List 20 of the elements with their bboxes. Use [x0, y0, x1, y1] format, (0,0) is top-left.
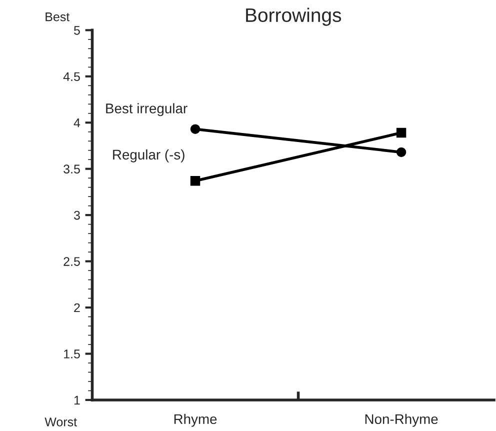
series-label: Regular (-s): [113, 149, 184, 162]
point: [190, 124, 200, 134]
y-tick-label: 3.5: [64, 164, 80, 174]
y-tick-label: 5: [74, 26, 80, 35]
y-tick-label: 1: [74, 396, 80, 404]
y-tick-label: 3: [74, 210, 80, 220]
point: [190, 176, 200, 186]
series-label: Best irregular: [106, 103, 188, 116]
point: [396, 147, 406, 158]
y-tick-label: 2: [74, 303, 80, 312]
text: Worst: [44, 418, 77, 426]
y-tick-label: 1.5: [64, 350, 80, 358]
y-tick-label: 4: [74, 118, 80, 128]
x-tick-label: Non-Rhyme: [365, 414, 438, 427]
text: Best: [46, 12, 70, 22]
y-tick-label: 4.5: [63, 72, 80, 82]
x-tick-label: Rhyme: [174, 414, 217, 427]
chart-title: Borrowings: [246, 8, 342, 26]
point: [396, 128, 406, 138]
y-tick-label: 2.5: [64, 257, 80, 266]
